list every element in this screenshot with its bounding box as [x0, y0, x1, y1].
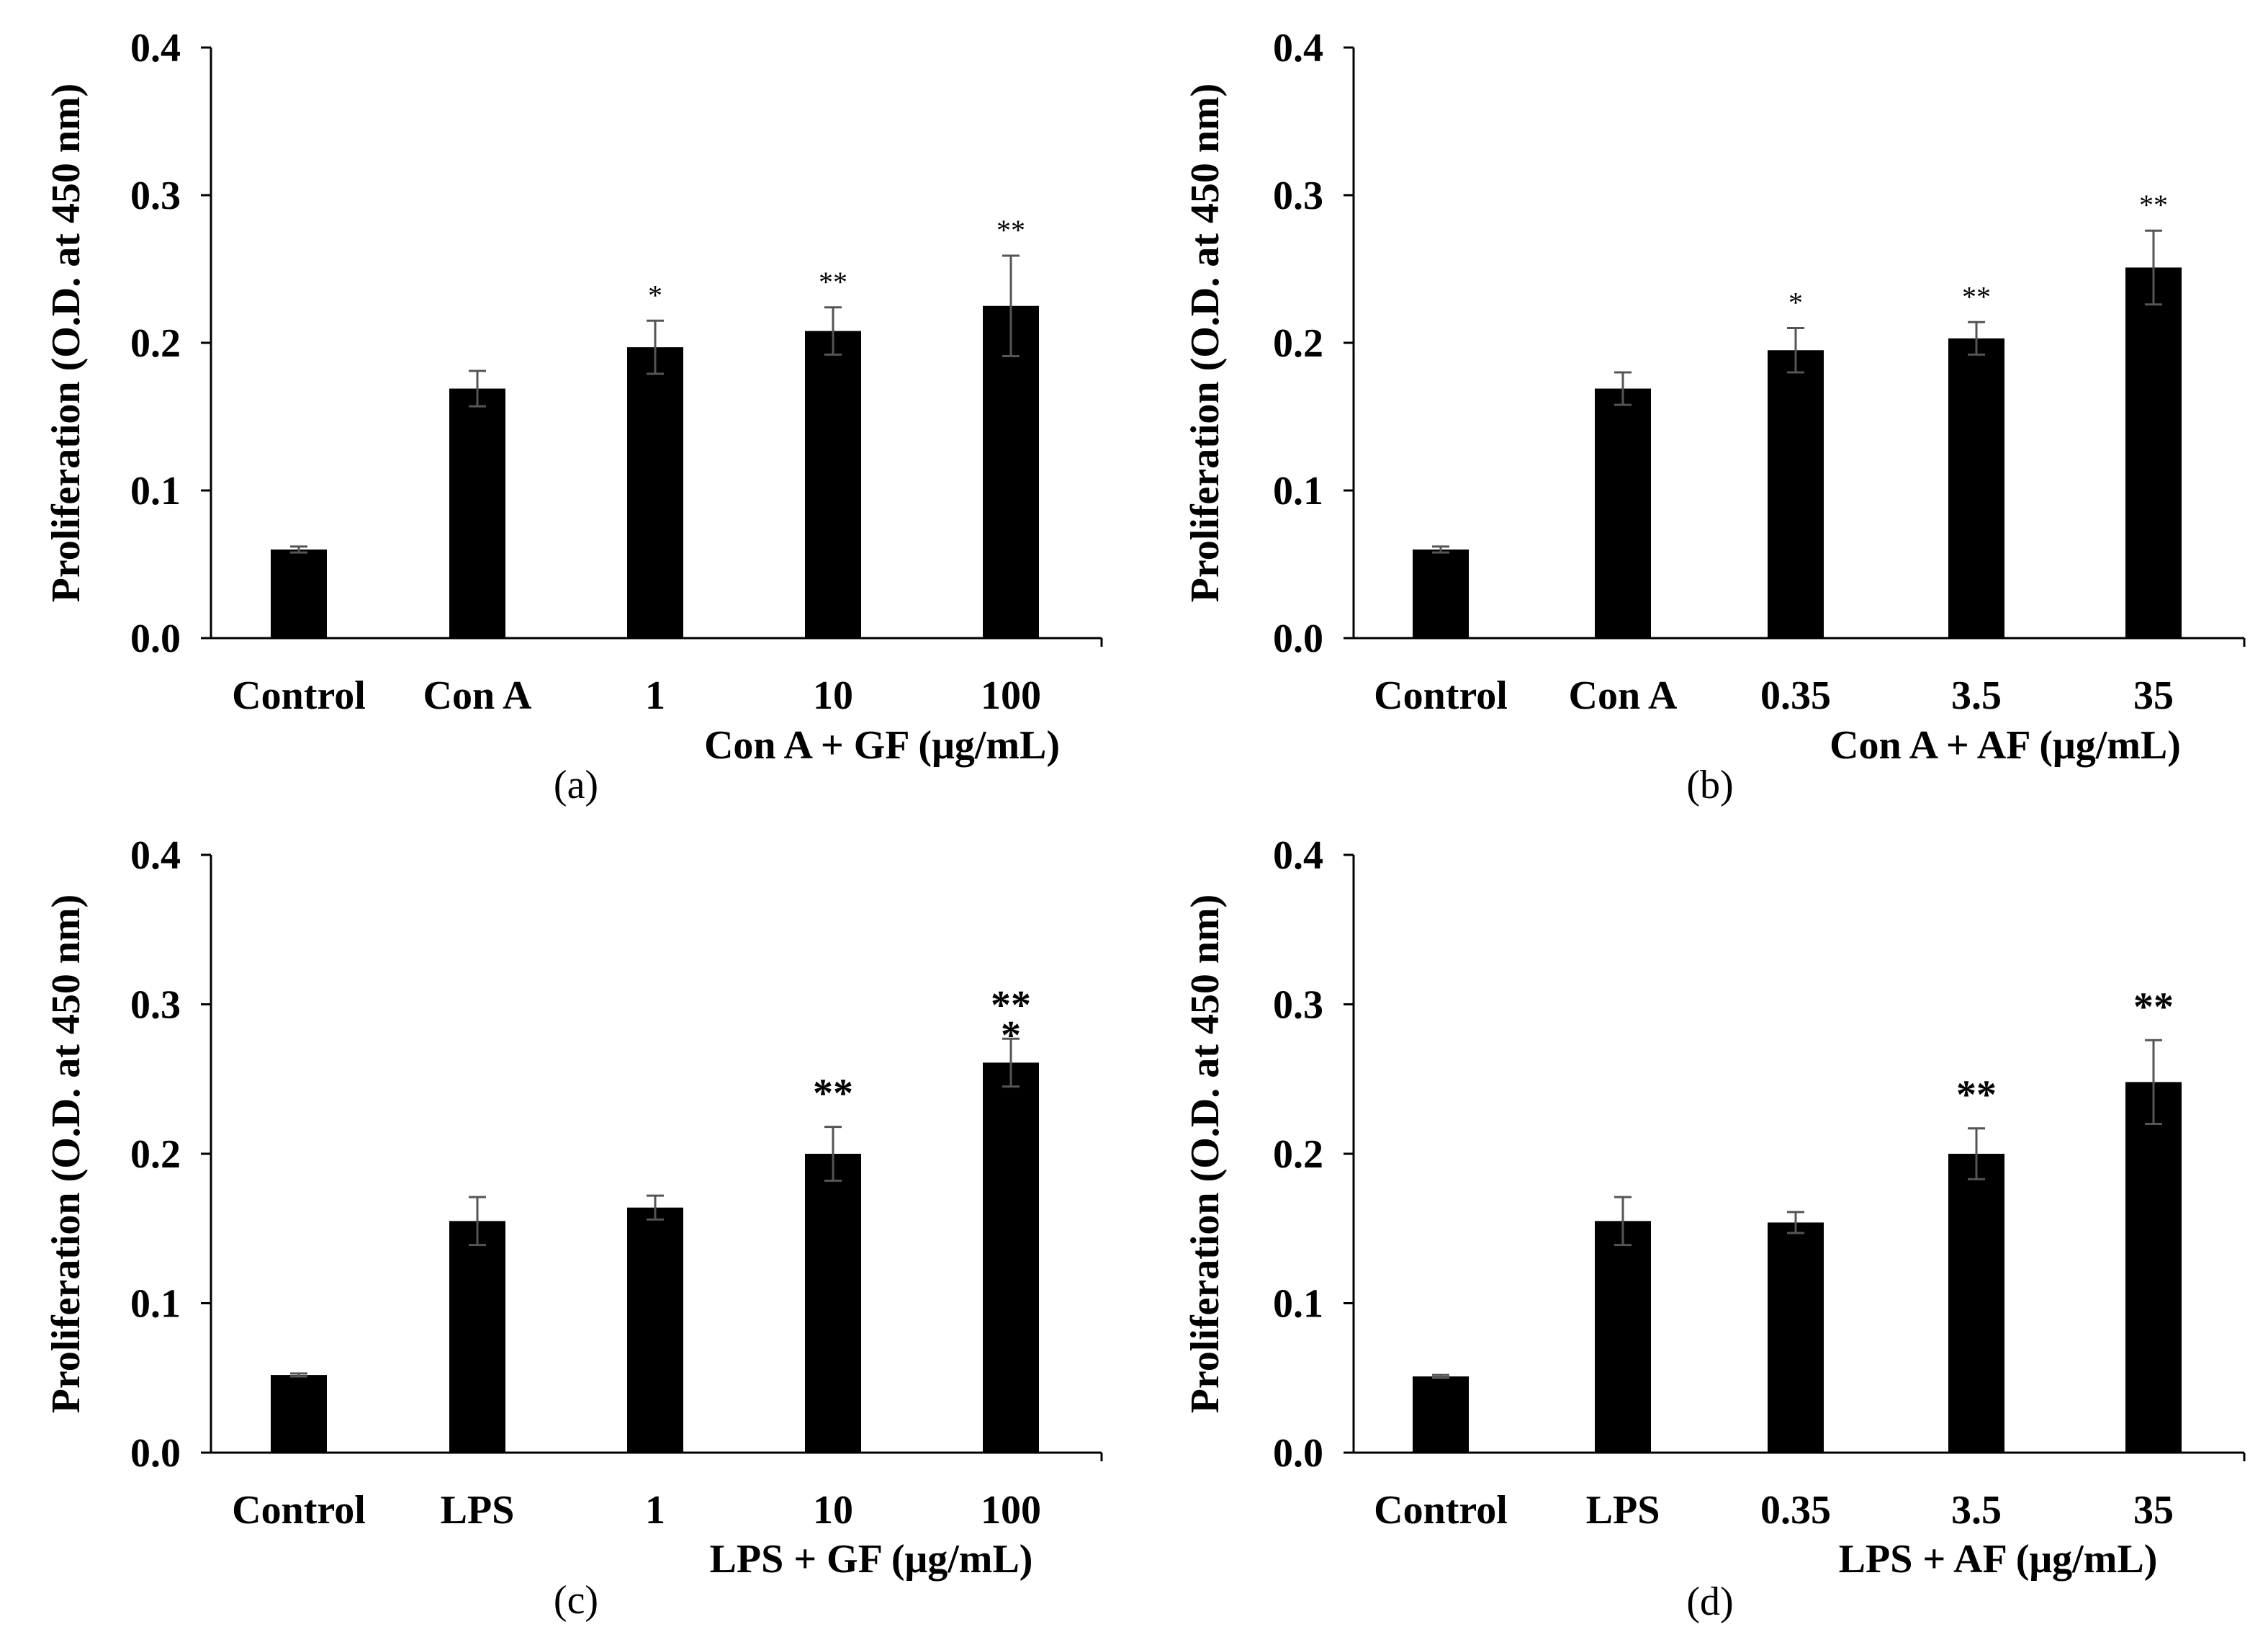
bar — [627, 1207, 683, 1453]
category-label: 100 — [981, 673, 1041, 718]
category-label: LPS — [441, 1488, 515, 1533]
category-label: 10 — [813, 673, 853, 718]
y-tick-label: 0.2 — [130, 1132, 181, 1177]
bar — [1948, 338, 2004, 638]
panel-label: (a) — [554, 763, 598, 807]
bar — [2125, 1082, 2182, 1453]
group-label: Con A + GF (μg/mL) — [704, 723, 1060, 768]
y-tick-label: 0.3 — [1273, 174, 1323, 218]
y-tick-label: 0.1 — [130, 1282, 181, 1327]
y-tick-label: 0.0 — [130, 1431, 181, 1476]
y-tick-label: 0.2 — [1273, 1132, 1323, 1177]
panel-a: 0.0 0.1 0.2 0.3 0.4 Proliferation (O.D. at 45… — [44, 26, 1103, 807]
bar — [271, 550, 327, 638]
panel-c: 0.0 0.1 0.2 0.3 0.4 Proliferation (O.D. at 45… — [44, 833, 1103, 1623]
group-label: LPS + GF (μg/mL) — [710, 1537, 1033, 1582]
category-label: 3.5 — [1951, 1488, 2002, 1533]
category-label: 0.35 — [1760, 673, 1831, 718]
y-tick-label: 0.4 — [130, 833, 181, 878]
bar — [1413, 550, 1469, 638]
significance-marker: ** — [2133, 985, 2174, 1029]
category-label: 0.35 — [1760, 1488, 1831, 1533]
category-label: Control — [232, 1488, 366, 1533]
bar — [449, 1221, 505, 1453]
significance-marker: * — [1788, 287, 1803, 319]
significance-marker: * — [648, 279, 662, 311]
y-axis-label: Proliferation (O.D. at 450 nm) — [1183, 895, 1228, 1414]
panel-d: 0.0 0.1 0.2 0.3 0.4 Proliferation (O.D. at 45… — [1183, 833, 2246, 1624]
category-label: 3.5 — [1951, 673, 2002, 718]
y-tick-label: 0.3 — [1273, 983, 1323, 1028]
category-label: Control — [232, 673, 366, 718]
group-label: LPS + AF (μg/mL) — [1839, 1537, 2158, 1582]
bar — [805, 1154, 861, 1453]
y-tick-label: 0.2 — [130, 321, 181, 366]
y-tick-label: 0.0 — [1273, 616, 1323, 661]
bar — [271, 1375, 327, 1453]
panel-label: (d) — [1686, 1579, 1733, 1624]
category-label: 1 — [645, 1488, 665, 1533]
y-tick-label: 0.4 — [130, 26, 181, 71]
category-label: LPS — [1586, 1488, 1660, 1533]
panel-b: 0.0 0.1 0.2 0.3 0.4 Proliferation (O.D. at 45… — [1183, 26, 2246, 807]
y-tick-label: 0.1 — [130, 469, 181, 514]
category-label: 35 — [2133, 1488, 2174, 1533]
bar — [1413, 1376, 1469, 1453]
bar — [1768, 350, 1824, 638]
y-tick-label: 0.3 — [130, 174, 181, 218]
bar — [805, 331, 861, 638]
bar — [1595, 1221, 1651, 1453]
category-label: 35 — [2133, 673, 2174, 718]
y-tick-label: 0.4 — [1273, 833, 1323, 878]
significance-marker: ** — [819, 266, 847, 298]
y-tick-label: 0.1 — [1273, 1282, 1323, 1327]
bar — [1595, 388, 1651, 638]
category-label: 100 — [981, 1488, 1041, 1533]
bar — [627, 347, 683, 638]
significance-marker: ** — [991, 983, 1031, 1028]
significance-marker: ** — [1962, 280, 1991, 313]
y-tick-label: 0.0 — [130, 616, 181, 661]
bar — [449, 388, 505, 638]
bar — [983, 1062, 1039, 1453]
significance-marker: * — [1001, 1013, 1021, 1058]
category-label: Con A — [423, 673, 532, 718]
y-tick-label: 0.4 — [1273, 26, 1323, 71]
bar — [2125, 267, 2182, 638]
y-tick-label: 0.2 — [1273, 321, 1323, 366]
category-label: Control — [1374, 673, 1508, 718]
panel-label: (b) — [1686, 763, 1733, 807]
significance-marker: ** — [813, 1072, 853, 1116]
significance-marker: ** — [1956, 1073, 1997, 1118]
y-tick-label: 0.3 — [130, 983, 181, 1028]
y-axis-label: Proliferation (O.D. at 450 nm) — [44, 84, 89, 603]
bar — [1768, 1222, 1824, 1453]
y-axis-label: Proliferation (O.D. at 450 nm) — [1183, 84, 1228, 603]
category-label: Con A — [1569, 673, 1678, 718]
bar — [1948, 1154, 2004, 1453]
group-label: Con A + AF (μg/mL) — [1830, 723, 2181, 768]
significance-marker: ** — [996, 214, 1025, 246]
significance-marker: ** — [2139, 189, 2168, 221]
y-tick-label: 0.1 — [1273, 469, 1323, 514]
category-label: Control — [1374, 1488, 1508, 1533]
category-label: 1 — [645, 673, 665, 718]
panel-label: (c) — [554, 1578, 598, 1623]
y-tick-label: 0.0 — [1273, 1431, 1323, 1476]
y-axis-label: Proliferation (O.D. at 450 nm) — [44, 895, 89, 1414]
bar — [983, 305, 1039, 638]
category-label: 10 — [813, 1488, 853, 1533]
